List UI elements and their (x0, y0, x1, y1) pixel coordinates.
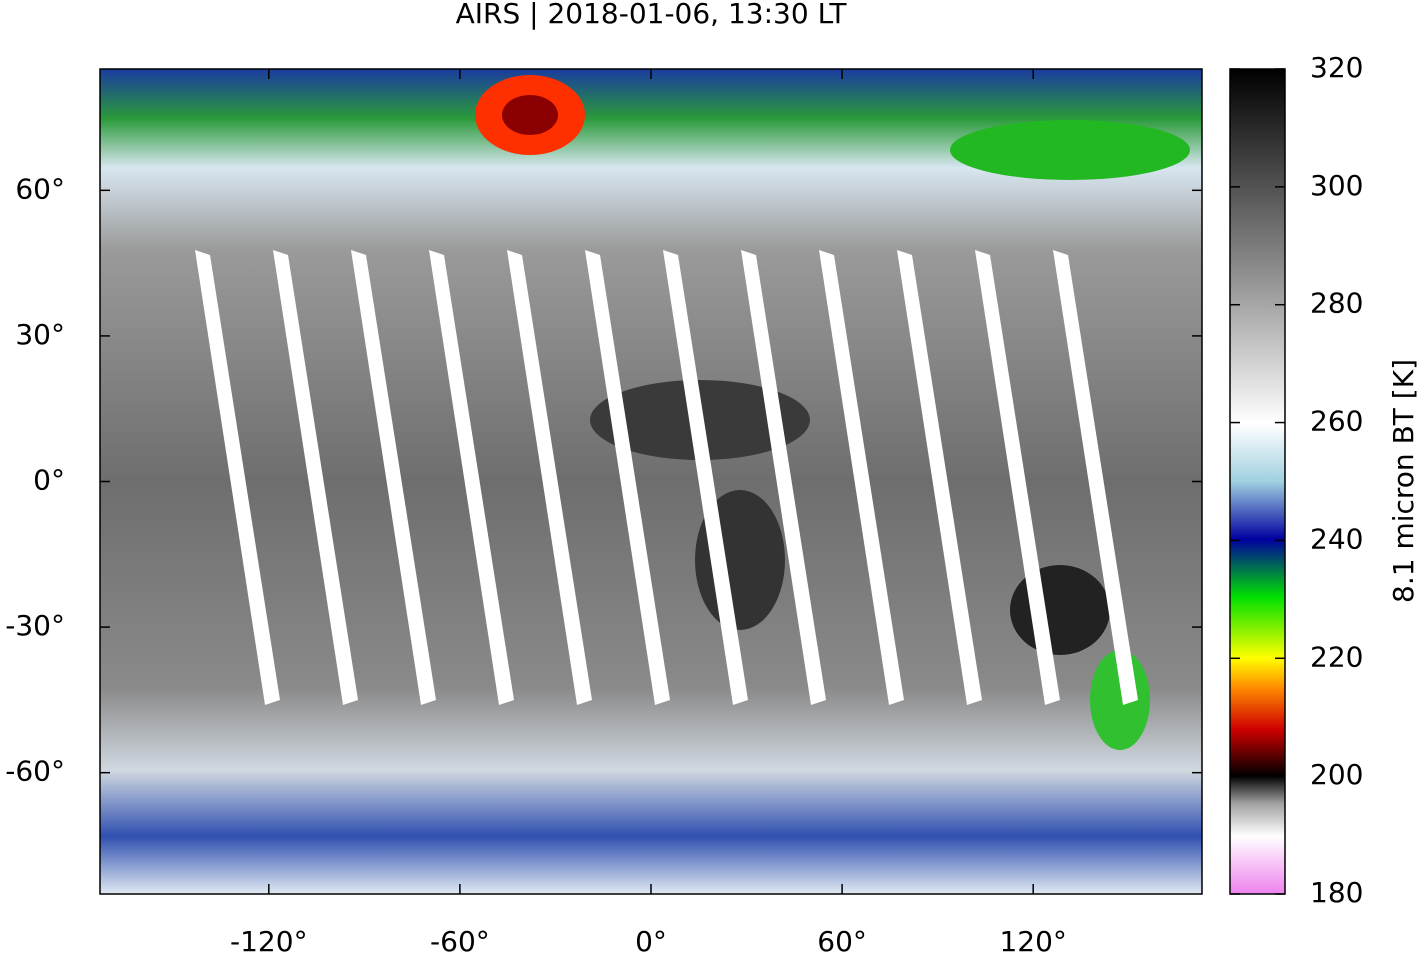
map-background (100, 69, 1202, 894)
swath-gaps (195, 250, 1138, 705)
swath-gap (195, 250, 280, 705)
swath-gap (975, 250, 1060, 705)
chart-title: AIRS | 2018-01-06, 13:30 LT (456, 0, 848, 30)
colorbar-tick-label: 240 (1310, 522, 1363, 555)
swath-gap (585, 250, 670, 705)
x-tick-label: 120° (999, 925, 1066, 956)
colorbar-tick-label: 280 (1310, 287, 1363, 320)
swath-gap (273, 250, 358, 705)
swath-gap (351, 250, 436, 705)
y-tick-label: 30° (15, 318, 65, 351)
colorbar-tick-label: 320 (1310, 51, 1363, 84)
colorbar-tick-label: 300 (1310, 169, 1363, 202)
cold-cloud-patch (1090, 650, 1150, 750)
swath-gap (819, 250, 904, 705)
colorbar-tick-label: 220 (1310, 640, 1363, 673)
map-image (100, 69, 1202, 894)
colorbar-label: 8.1 micron BT [K] (1387, 359, 1420, 603)
swath-gap (429, 250, 514, 705)
y-tick-label: -60° (5, 755, 65, 788)
swath-gap (741, 250, 826, 705)
x-tick-label: 0° (635, 925, 667, 956)
x-tick-label: -120° (230, 925, 308, 956)
colorbar-tick-label: 180 (1310, 876, 1363, 909)
y-tick-label: 60° (15, 172, 65, 205)
colorbar-tick-label: 260 (1310, 405, 1363, 438)
cold-cloud-patch (950, 120, 1190, 180)
warm-land-patch (1010, 565, 1110, 655)
swath-gap (1053, 250, 1138, 705)
swath-gap (507, 250, 592, 705)
swath-gap (663, 250, 748, 705)
cold-cloud-patch (502, 95, 558, 135)
colorbar (1229, 68, 1286, 895)
x-tick-label: 60° (817, 925, 867, 956)
y-tick-label: -30° (5, 609, 65, 642)
y-tick-label: 0° (33, 464, 65, 497)
x-tick-label: -60° (430, 925, 490, 956)
colorbar-tick-label: 200 (1310, 758, 1363, 791)
swath-gap (897, 250, 982, 705)
